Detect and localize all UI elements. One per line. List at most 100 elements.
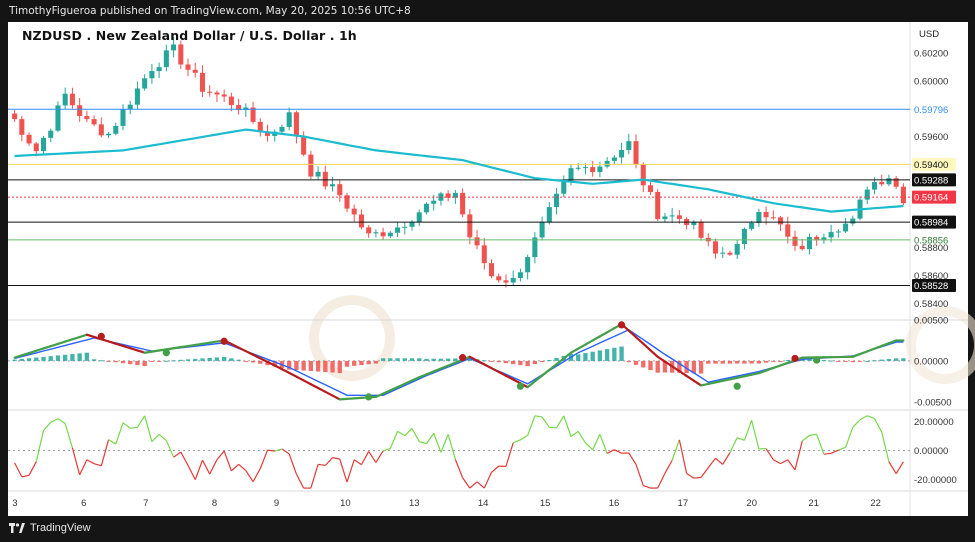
osc-line-segment xyxy=(787,459,796,471)
candle-body xyxy=(293,112,299,137)
candle-body xyxy=(647,185,654,192)
candle-body xyxy=(373,232,379,234)
candle-body xyxy=(467,214,473,238)
candle-body xyxy=(763,211,769,218)
candle-body xyxy=(900,186,906,204)
macd-hist-bar xyxy=(547,359,552,361)
macd-line-segment xyxy=(685,374,695,382)
macd-hist-bar xyxy=(503,360,509,364)
macd-hist-bar xyxy=(438,358,444,361)
osc-line-segment xyxy=(693,476,702,479)
candle-body xyxy=(806,236,812,250)
macd-hist-bar xyxy=(185,359,191,361)
osc-line-segment xyxy=(873,418,883,433)
candle-body xyxy=(611,157,617,161)
macd-hist-bar xyxy=(106,360,111,362)
candle-body xyxy=(821,237,827,241)
candle-body xyxy=(554,193,560,208)
macd-hist-bar xyxy=(482,360,487,362)
macd-hist-bar xyxy=(34,357,39,361)
osc-line-segment xyxy=(360,451,370,465)
osc-line-segment xyxy=(21,474,30,478)
macd-hist-bar xyxy=(229,358,234,361)
candle-body xyxy=(192,69,198,73)
osc-line-segment xyxy=(440,434,449,453)
candle-body xyxy=(720,252,726,254)
candle-body xyxy=(330,184,336,187)
macd-line-segment xyxy=(764,366,775,372)
macd-line-segment xyxy=(143,350,154,354)
osc-line-segment xyxy=(288,453,297,475)
osc-line-segment xyxy=(318,463,326,467)
osc-line-segment xyxy=(751,420,760,450)
osc-line-segment xyxy=(411,428,420,442)
osc-line-segment xyxy=(563,415,572,437)
osc-line-segment xyxy=(216,450,225,461)
candle-body xyxy=(423,203,430,213)
time-axis-tick: 6 xyxy=(81,498,86,509)
macd-hist-bar xyxy=(373,360,379,364)
osc-line-segment xyxy=(541,416,550,428)
osc-line-segment xyxy=(765,448,774,461)
footer-bar xyxy=(0,516,975,542)
osc-line-segment xyxy=(339,458,348,483)
time-axis-tick: 16 xyxy=(609,498,620,509)
macd-line-segment xyxy=(280,367,291,374)
candle-body xyxy=(452,192,458,198)
osc-line-segment xyxy=(527,415,536,436)
macd-hist-bar xyxy=(677,360,682,373)
macd-hist-bar xyxy=(865,360,870,362)
candle-body xyxy=(481,245,487,264)
osc-line-segment xyxy=(556,415,565,428)
macd-line-segment xyxy=(64,338,74,343)
macd-line-segment xyxy=(627,329,638,339)
macd-hist-bar xyxy=(12,359,17,361)
osc-line-segment xyxy=(570,430,579,437)
macd-hist-bar xyxy=(55,355,61,361)
osc-line-segment xyxy=(324,457,333,466)
macd-hist-bar xyxy=(359,360,364,366)
osc-line-segment xyxy=(389,431,399,449)
macd-hist-bar xyxy=(879,359,884,361)
macd-line-segment xyxy=(504,374,515,381)
macd-line-segment xyxy=(244,350,255,356)
macd-hist-bar xyxy=(77,353,82,361)
tradingview-logo[interactable]: TradingView xyxy=(9,522,91,534)
macd-hist-bar xyxy=(489,360,494,362)
macd-line-segment xyxy=(396,382,406,389)
macd-line-segment xyxy=(858,350,869,356)
candle-body xyxy=(84,116,90,120)
macd-line-segment xyxy=(851,352,862,358)
macd-hist-bar xyxy=(641,360,646,368)
level-tag-label-0.58528: 0.58528 xyxy=(914,281,948,292)
candle-body xyxy=(669,215,675,217)
macd-line-segment xyxy=(555,357,565,366)
macd-hist-bar xyxy=(70,354,75,361)
osc-line-segment xyxy=(707,457,716,468)
candle-body xyxy=(561,180,567,194)
candle-body xyxy=(366,227,372,234)
macd-line-segment xyxy=(295,375,305,382)
candle-body xyxy=(662,216,668,220)
osc-line-segment xyxy=(71,447,81,476)
candle-body xyxy=(33,143,39,152)
chart-panel[interactable] xyxy=(8,22,968,516)
candle-body xyxy=(77,105,83,117)
osc-line-segment xyxy=(462,477,471,489)
macd-hist-bar xyxy=(344,360,350,367)
macd-line-segment xyxy=(533,374,544,383)
candle-body xyxy=(575,167,581,169)
macd-hist-bar xyxy=(749,360,754,364)
candle-body xyxy=(655,191,661,220)
macd-line-segment xyxy=(642,342,652,352)
macd-hist-bar xyxy=(417,358,422,361)
macd-hist-bar xyxy=(178,359,183,361)
time-axis-tick: 10 xyxy=(340,498,351,509)
macd-line-segment xyxy=(201,341,211,345)
candle-body xyxy=(582,167,588,169)
macd-hist-bar xyxy=(886,358,892,361)
level-tag-0.58528 xyxy=(912,279,956,293)
macd-hist-bar xyxy=(453,358,458,361)
candle-body xyxy=(445,193,451,198)
